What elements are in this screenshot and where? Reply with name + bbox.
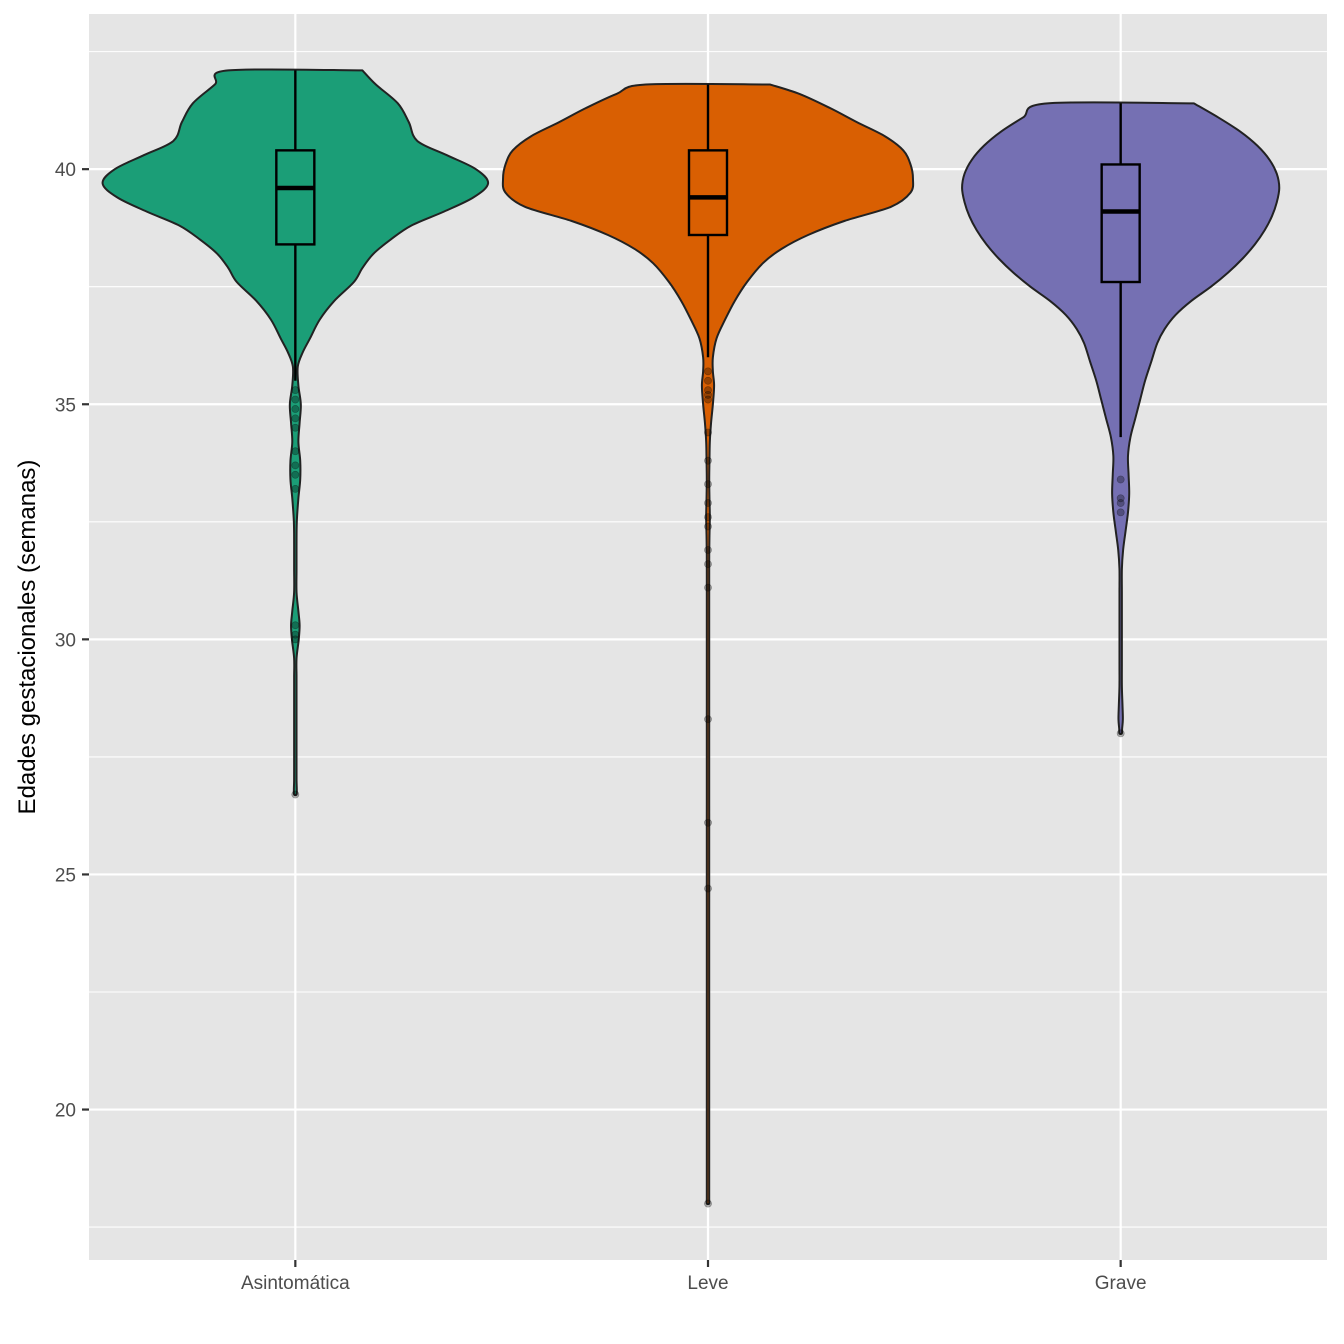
violin-group (501, 82, 915, 1208)
outlier-point (291, 621, 300, 630)
violin-layer (101, 68, 1281, 1208)
outlier-point (704, 428, 712, 437)
outlier-point (704, 480, 712, 489)
outlier-point (291, 405, 300, 413)
outlier-point (704, 376, 712, 385)
outlier-point (704, 884, 712, 893)
outlier-point (291, 461, 300, 470)
violin-body (501, 82, 915, 1206)
outlier-point (291, 790, 300, 799)
outlier-point (704, 522, 712, 531)
y-axis: 20 25 30 35 40 (55, 160, 89, 1122)
outlier-point (704, 395, 712, 404)
outlier-point (291, 447, 300, 456)
y-tick-label: 25 (55, 865, 76, 886)
outlier-point (291, 386, 300, 395)
y-tick-label: 30 (55, 630, 76, 651)
x-tick-label: Asintomática (241, 1273, 350, 1294)
outlier-point (704, 715, 712, 724)
x-tick-label: Grave (1095, 1273, 1147, 1294)
box-iqr (275, 149, 316, 246)
outlier-point (704, 386, 712, 395)
outlier-point (291, 635, 300, 644)
outlier-point (704, 367, 712, 376)
outlier-point (704, 546, 712, 554)
outlier-point (291, 395, 300, 404)
outlier-point (291, 630, 300, 639)
y-tick-label: 20 (55, 1101, 76, 1122)
outlier-point (1116, 494, 1125, 503)
outlier-point (704, 583, 712, 592)
outlier-point (704, 560, 712, 569)
outlier-point (704, 499, 712, 507)
outlier-point (1116, 475, 1125, 484)
y-tick-label: 40 (55, 160, 76, 181)
box-iqr (687, 149, 729, 237)
outlier-point (704, 1199, 712, 1208)
box-iqr (1100, 163, 1141, 284)
violin-body (101, 68, 490, 797)
y-tick-label: 35 (55, 395, 76, 416)
outlier-point (704, 390, 712, 399)
outlier-point (291, 470, 300, 479)
outlier-point (704, 818, 712, 827)
outlier-point (704, 456, 712, 465)
violin-group (101, 68, 490, 799)
outlier-point (704, 513, 712, 522)
outlier-point (1116, 729, 1125, 738)
x-axis: Asintomática Leve Grave (241, 1260, 1147, 1294)
outlier-point (291, 423, 300, 432)
violin-group (961, 101, 1281, 738)
outlier-point (291, 484, 300, 493)
outlier-point (291, 414, 300, 423)
y-axis-title: Edades gestacionales (semanas) (14, 460, 41, 815)
x-tick-label: Leve (687, 1273, 728, 1294)
outlier-point (1116, 499, 1125, 507)
outlier-point (1116, 508, 1125, 517)
